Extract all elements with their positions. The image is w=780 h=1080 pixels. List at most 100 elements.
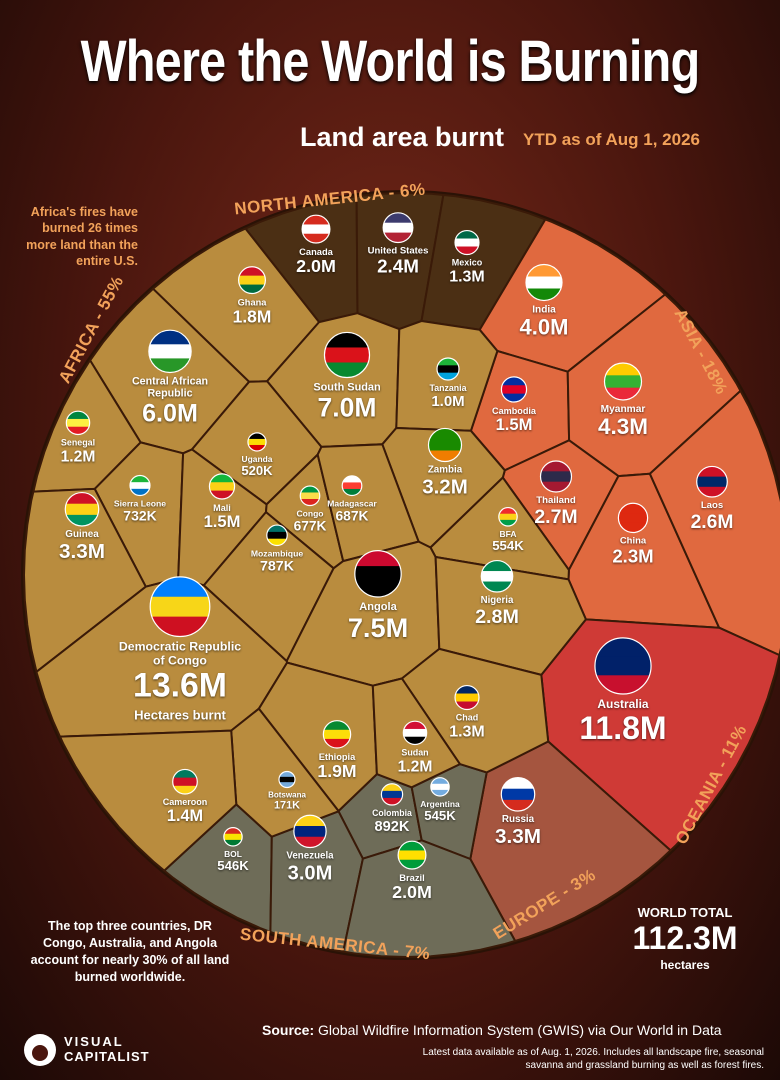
country-name: South Sudan [313, 381, 381, 394]
value-label: 892K [374, 818, 410, 835]
flag [209, 473, 235, 500]
country-name: Colombia [372, 808, 412, 819]
country-name: Mexico [451, 257, 483, 268]
flag [266, 525, 288, 546]
country-label: Venezuela 3.0M [270, 851, 350, 885]
flag-stripe [266, 538, 288, 546]
value-label: 1.0M [431, 392, 465, 410]
flag-stripe [148, 358, 192, 373]
country-label: Mexico 1.3M [427, 257, 507, 285]
flag [293, 815, 327, 848]
country-label: Laos 2.6M [672, 501, 752, 533]
flag-stripe [381, 797, 403, 805]
flag-stripe [65, 503, 99, 516]
flag [498, 507, 518, 526]
country-label: Ghana 1.8M [212, 297, 292, 326]
flag-stripe [430, 783, 450, 791]
flag-ring [65, 410, 91, 436]
flag-ring [594, 637, 652, 695]
country-label: Uganda 520K [217, 454, 297, 479]
country-label: Sierra Leone 732K [100, 499, 180, 525]
country-label: United States 2.4M [358, 245, 438, 277]
flag-stripe [437, 365, 459, 374]
flag-stripe [172, 769, 198, 779]
flag-stripe [430, 789, 450, 797]
flag-stripe [223, 839, 243, 847]
country-name: Cambodia [492, 405, 536, 416]
value-label: 545K [424, 808, 456, 824]
country-name: Nigeria [480, 594, 514, 606]
country-label: Congo 677K [270, 509, 350, 535]
flag-stripe [279, 776, 295, 783]
flag-stripe [130, 475, 150, 483]
flag-stripe [247, 432, 267, 440]
value-label: 13.6M [133, 666, 227, 705]
flag-stripe [266, 531, 288, 540]
country-label: Canada 2.0M [276, 247, 356, 277]
annotation: The top three countries, DR Congo, Austr… [30, 919, 230, 984]
value-label: 1.2M [60, 448, 96, 466]
flag [455, 230, 479, 255]
flag [594, 637, 652, 695]
country-name: Chad [455, 712, 479, 723]
country-name: Sudan [401, 747, 429, 758]
country-name: Ethiopia [318, 752, 356, 763]
value-label: 1.2M [397, 758, 433, 776]
flag-stripe [481, 581, 513, 592]
flag-ring [430, 777, 450, 797]
logo-text: CAPITALIST [64, 1049, 150, 1064]
flag-stripe [455, 230, 479, 240]
country-name: Central African Republic [131, 375, 209, 400]
flag-stripe [501, 385, 527, 395]
flag-stripe [481, 560, 513, 572]
flag-stripe [323, 720, 351, 731]
flag-stripe [279, 782, 295, 788]
flag-stripe [428, 439, 462, 451]
flag-stripe [209, 490, 235, 500]
country-cell [23, 487, 147, 673]
country-label: Chad 1.3M [427, 712, 507, 740]
flag-stripe [501, 376, 527, 386]
value-label: 3.2M [422, 475, 468, 499]
flag-stripe [383, 212, 413, 224]
flag-stripe [354, 566, 402, 583]
source: Source: Global Wildfire Information Syst… [262, 1022, 722, 1038]
flag-stripe [342, 482, 362, 490]
flag-stripe [354, 550, 402, 567]
flag-stripe [279, 771, 295, 778]
flag-stripe [403, 728, 427, 738]
country-label: Cameroon 1.4M [145, 797, 225, 826]
value-label: 687K [335, 509, 369, 525]
value-label: 3.0M [287, 862, 333, 885]
flag-stripe [150, 596, 210, 618]
country-name: Myanmar [600, 404, 646, 416]
country-label: BOL 546K [193, 849, 273, 874]
value-label: 2.0M [392, 882, 432, 903]
flag-ring [454, 684, 480, 711]
flag-stripe [428, 428, 462, 440]
flag-stripe [130, 488, 150, 496]
flag-stripe [324, 362, 370, 378]
value-label: 1.5M [203, 511, 241, 531]
value-label: 546K [217, 858, 249, 874]
country-name: Brazil [399, 873, 425, 884]
flag [66, 411, 90, 435]
flag [342, 475, 362, 496]
flag [501, 376, 527, 403]
country-label: Brazil 2.0M [372, 873, 452, 903]
flag [247, 432, 267, 452]
flag-stripe [150, 576, 210, 598]
flag-stripe [302, 233, 330, 244]
country-name: Russia [501, 814, 535, 826]
flag-stripe [696, 476, 728, 488]
country-name: Senegal [60, 437, 96, 448]
flag-ring [293, 814, 327, 849]
country-label: Senegal 1.2M [38, 437, 118, 466]
flag-stripe [247, 444, 267, 452]
value-label: 2.7M [534, 505, 578, 528]
value-label: 2.3M [612, 545, 654, 567]
value-label: 171K [274, 799, 300, 812]
country-label: Argentina 545K [400, 799, 480, 824]
flag [481, 560, 513, 592]
